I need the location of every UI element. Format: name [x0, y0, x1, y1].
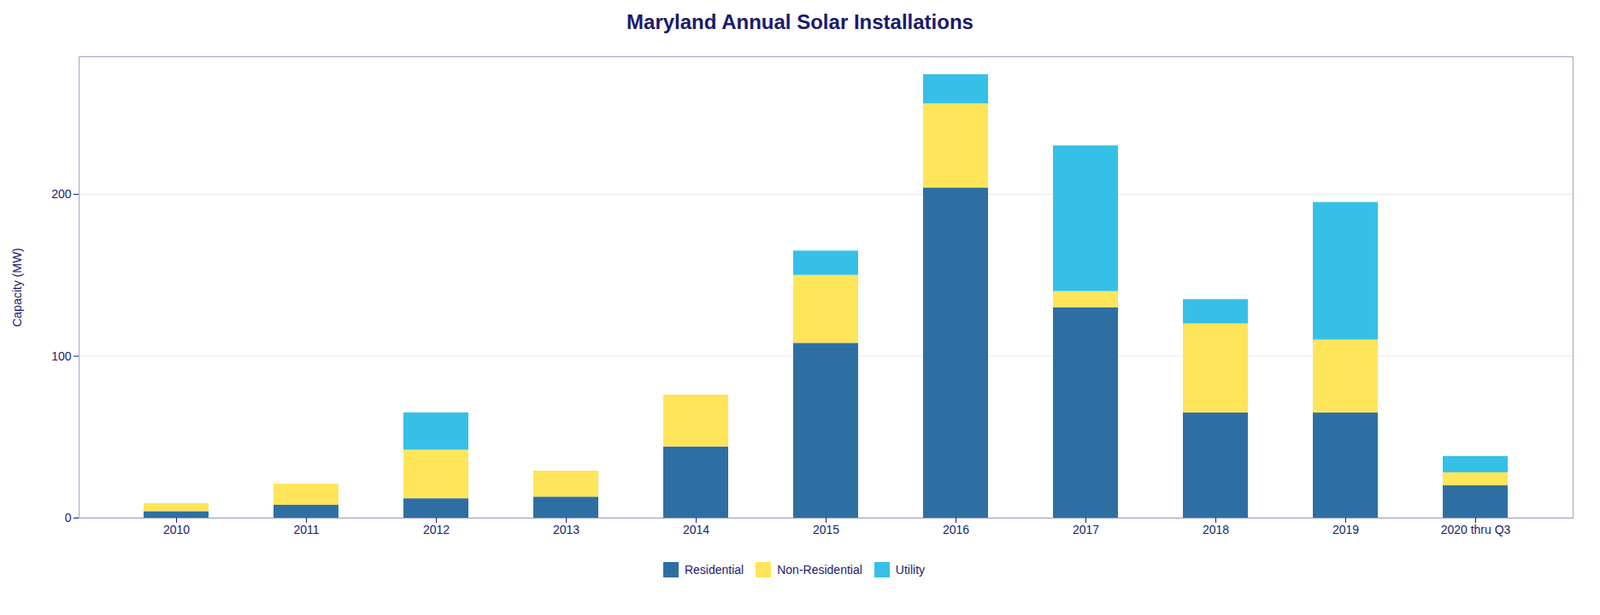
html-text:Residential: Residential: [684, 562, 744, 577]
svg-text:100: 100: [51, 349, 72, 364]
svg-text:2016: 2016: [942, 523, 970, 537]
svg-text:Capacity (MW): Capacity (MW): [10, 247, 24, 328]
svg-text:200: 200: [51, 187, 72, 201]
svg-text:2014: 2014: [682, 523, 710, 537]
svg-text:2018: 2018: [1202, 523, 1230, 537]
svg-text:2011: 2011: [293, 523, 319, 537]
svg-text:2019: 2019: [1332, 523, 1359, 537]
svg-text:0: 0: [64, 511, 72, 525]
html-text:Non-Residential: Non-Residential: [777, 562, 863, 577]
svg-text:2020 thru Q3: 2020 thru Q3: [1441, 523, 1512, 537]
svg-text:2015: 2015: [812, 523, 840, 537]
svg-text:2012: 2012: [423, 523, 450, 537]
html-text:Utility: Utility: [895, 562, 925, 577]
html-text:Maryland Annual Solar Installa: Maryland Annual Solar Installations: [626, 10, 974, 34]
svg-text:2017: 2017: [1072, 523, 1100, 537]
svg-text:2013: 2013: [552, 523, 580, 537]
svg-text:2010: 2010: [163, 523, 190, 537]
